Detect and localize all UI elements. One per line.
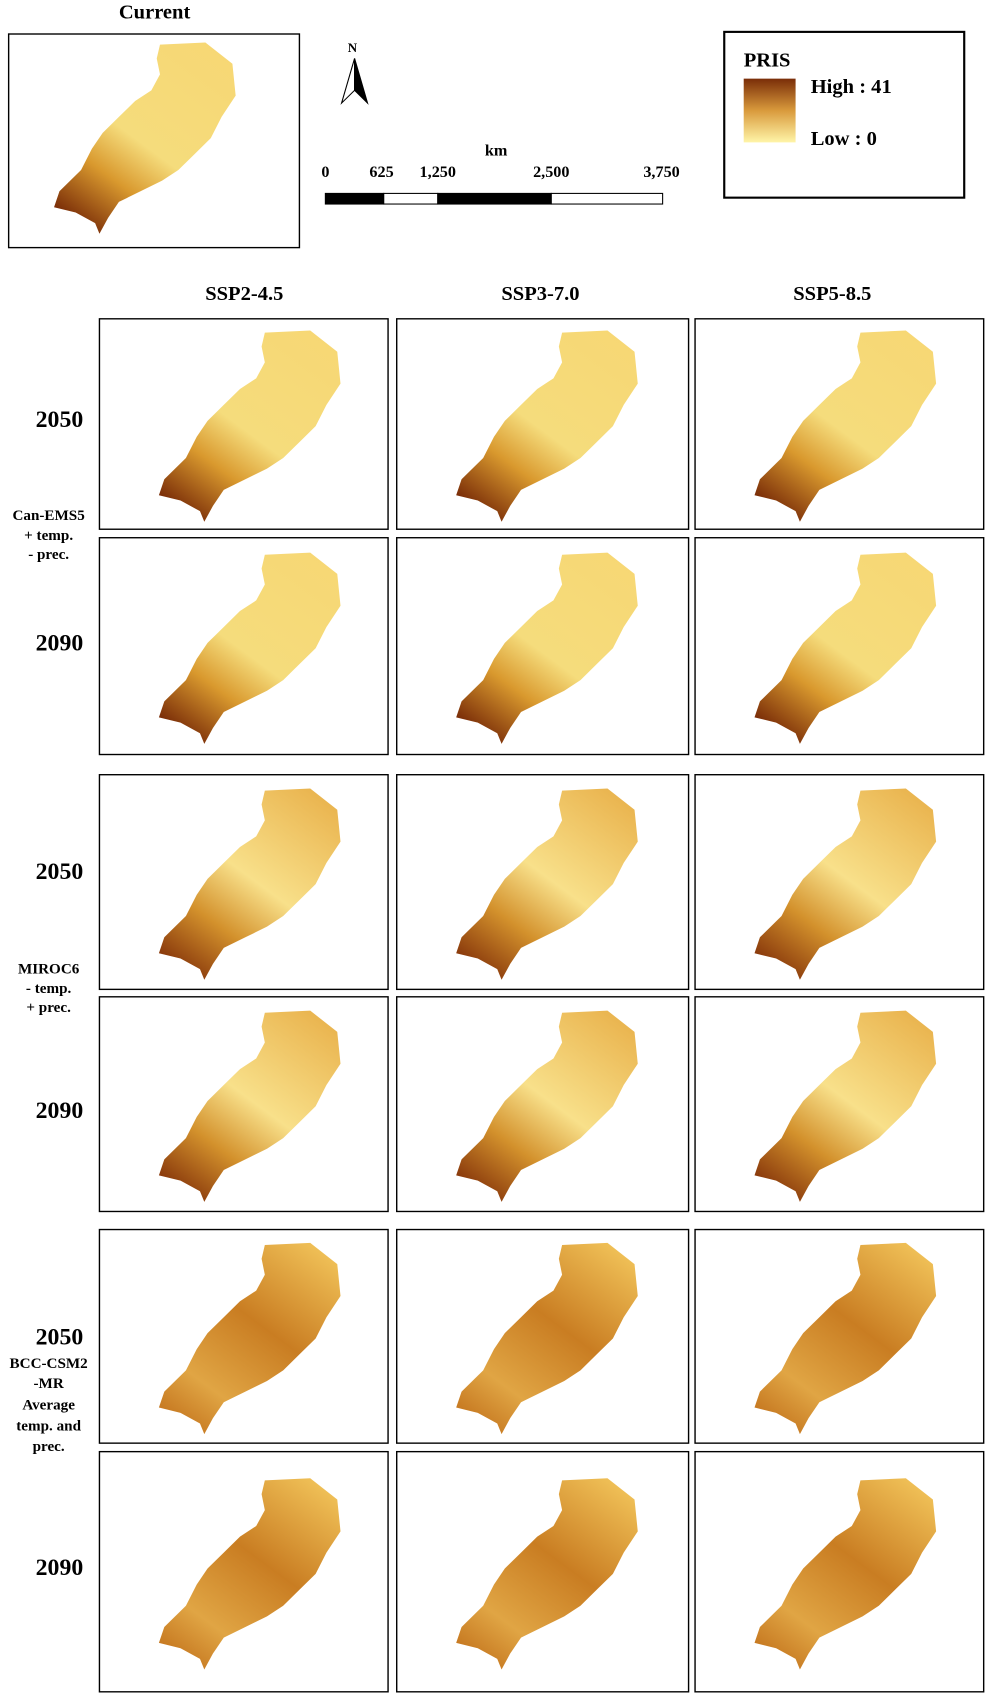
model-label: + temp. — [24, 528, 73, 544]
page: {"header": {"title": "Current"}, "north_… — [0, 0, 988, 1695]
model-label: -MR — [34, 1376, 64, 1392]
row-label: 2090 — [36, 1098, 84, 1124]
scale-unit: km — [485, 143, 508, 160]
model-label: Can-EMS5 — [12, 508, 84, 524]
row-label: 2050 — [36, 859, 84, 885]
scale-label: 1,250 — [420, 164, 456, 181]
row-label: 2090 — [36, 1555, 84, 1581]
column-header: SSP2-4.5 — [205, 283, 283, 305]
row-label: 2090 — [36, 631, 84, 657]
legend-title: PRIS — [744, 49, 791, 71]
model-label: - prec. — [28, 547, 69, 563]
row-label: 2050 — [36, 407, 84, 433]
scale-label: 625 — [369, 164, 393, 181]
north-label: N — [348, 41, 358, 55]
north-arrow-right — [355, 58, 368, 103]
north-arrow-left — [342, 58, 355, 103]
scale-label: 3,750 — [643, 164, 679, 181]
scale-segment — [325, 193, 383, 204]
legend-high: High : 41 — [811, 76, 892, 98]
legend-low: Low : 0 — [811, 128, 877, 150]
column-header: SSP5-8.5 — [793, 283, 871, 305]
model-label: prec. — [33, 1439, 65, 1455]
column-header: SSP3-7.0 — [501, 283, 579, 305]
model-label: BCC-CSM2 — [10, 1356, 88, 1372]
scale-segment — [438, 193, 552, 204]
current-title: Current — [119, 2, 191, 24]
model-label: + prec. — [26, 1000, 71, 1016]
scale-label: 0 — [321, 164, 329, 181]
model-label: temp. and — [16, 1419, 81, 1435]
model-label: - temp. — [26, 981, 72, 997]
panel-grid — [99, 319, 983, 1692]
model-label: Average — [22, 1397, 75, 1413]
scale-segment — [384, 193, 438, 204]
scale-label: 2,500 — [533, 164, 569, 181]
figure: Current N km 0 625 1,250 2,500 3,750 PRI… — [0, 0, 988, 1695]
model-label: MIROC6 — [18, 962, 80, 978]
legend-ramp — [744, 79, 796, 143]
row-label: 2050 — [36, 1325, 84, 1351]
scale-segment — [551, 193, 662, 204]
